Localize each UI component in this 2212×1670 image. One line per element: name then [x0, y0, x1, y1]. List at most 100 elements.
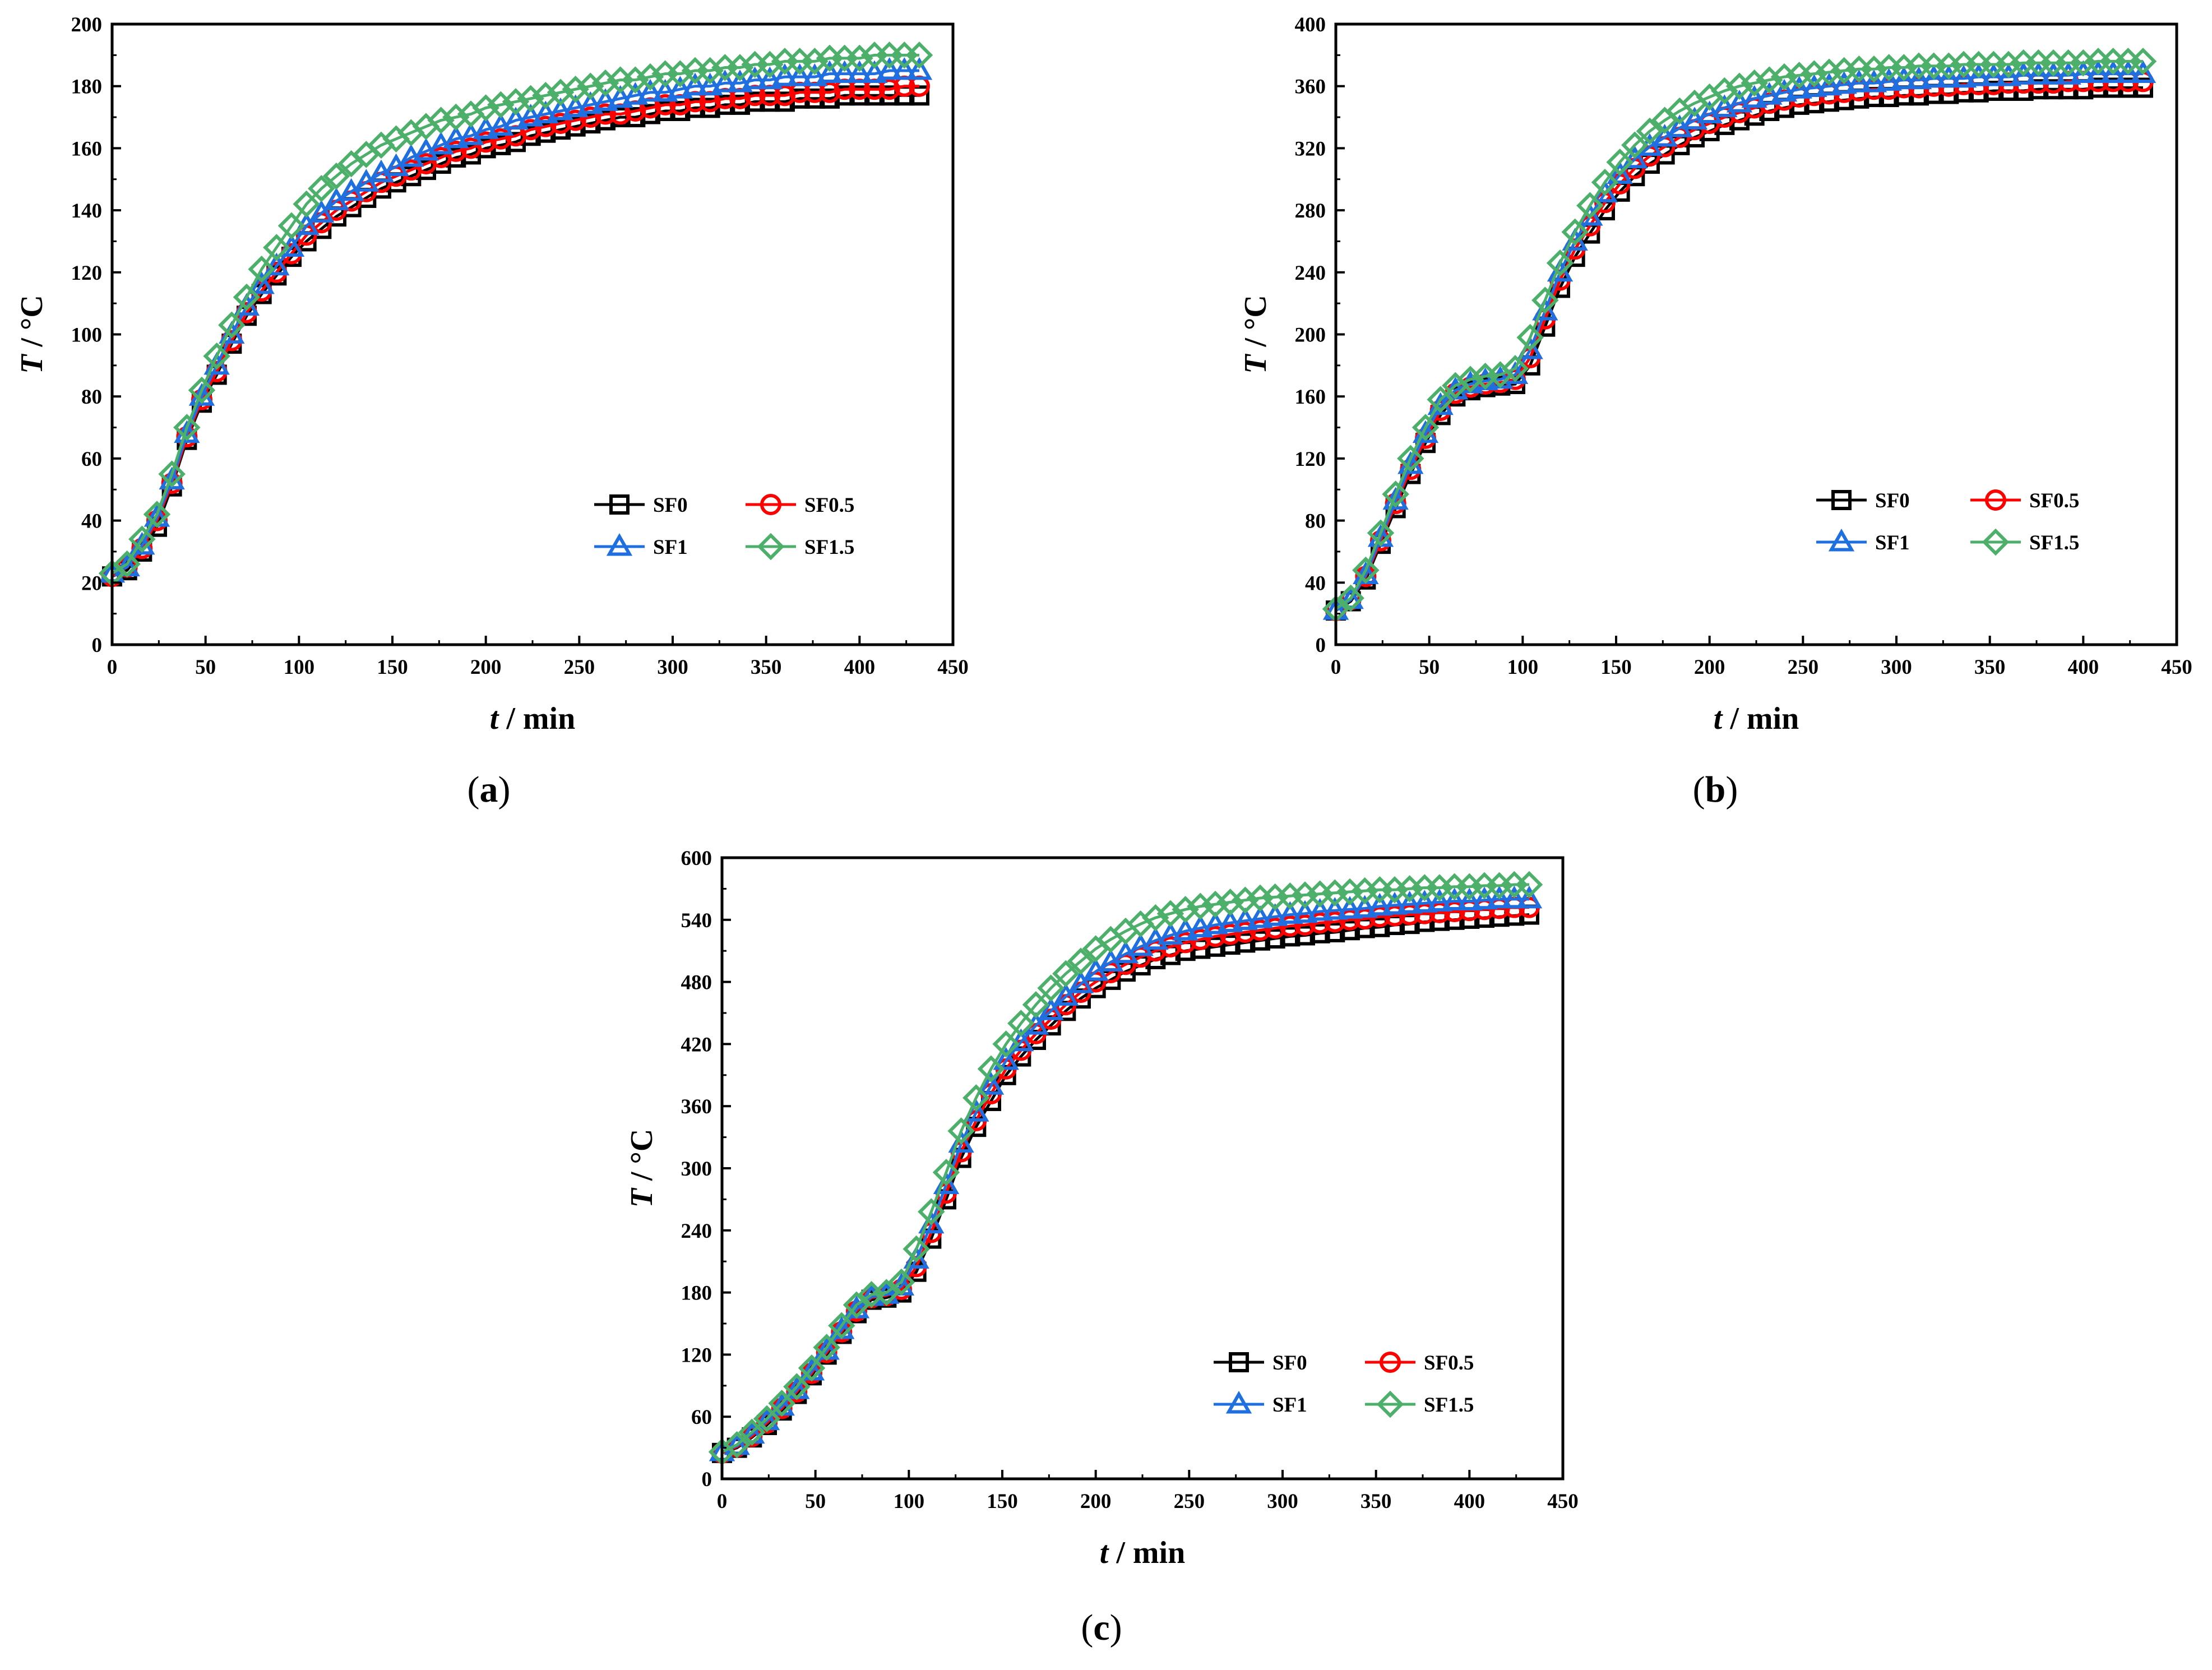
data-point-b-SF1-33: [1816, 72, 1843, 96]
data-point-a-SF0.5-33: [595, 103, 616, 125]
data-point-b-SF1.5-1: [1337, 584, 1364, 612]
legend-item-a-SF0: SF0: [594, 494, 688, 517]
data-point-a-SF1.5-36: [636, 63, 664, 91]
series-line-a-SF1.5: [111, 53, 919, 575]
series-line-c-SF1: [721, 898, 1529, 1454]
x-tick-label-a-0: 0: [107, 656, 118, 679]
data-point-a-SF0.5-48: [819, 81, 840, 103]
data-point-c-SF1.5-15: [932, 1159, 960, 1186]
y-tick-label-b-6: 240: [1295, 262, 1326, 285]
data-point-c-SF1-39: [1292, 900, 1318, 923]
data-point-a-SF1-31: [562, 94, 589, 117]
y-tick-label-b-3: 120: [1295, 448, 1326, 471]
data-point-c-SF1.5-6: [798, 1354, 826, 1382]
legend-item-b-SF0.5: SF0.5: [1970, 489, 2079, 512]
y-tick-label-a-0: 0: [92, 634, 103, 657]
caption-letter-c: c: [1093, 1607, 1109, 1648]
data-point-a-SF1.5-6: [188, 376, 216, 404]
data-point-c-SF1.5-24: [1067, 947, 1095, 975]
data-point-c-SF0.5-38: [1279, 915, 1301, 937]
legend-marker-c-SF1.5: [1376, 1390, 1404, 1418]
data-point-a-SF1.5-30: [547, 78, 575, 107]
y-tick-label-c-0: 0: [702, 1468, 712, 1491]
data-point-c-SF1-53: [1501, 885, 1528, 909]
x-axis-unit-a: / min: [498, 701, 575, 736]
legend-label-b-SF1.5: SF1.5: [2029, 531, 2079, 554]
y-tick-label-b-0: 0: [1316, 634, 1326, 657]
data-point-c-SF1.5-54: [1515, 871, 1543, 899]
y-tick-label-c-5: 300: [681, 1158, 712, 1181]
data-point-b-SF1.5-20: [1621, 131, 1649, 159]
data-point-b-SF1-31: [1786, 76, 1812, 99]
data-point-c-SF1-45: [1381, 891, 1408, 915]
x-axis-label-a: t / min: [490, 701, 575, 736]
x-axis-symbol-c: t: [1100, 1535, 1109, 1570]
data-point-a-SF0.5-30: [550, 113, 571, 135]
series-line-b-SF0: [1335, 86, 2143, 612]
data-point-c-SF1-43: [1352, 895, 1378, 918]
data-point-b-SF1-38: [1891, 66, 1917, 90]
panel-caption-a: (a): [468, 769, 511, 810]
data-point-c-SF1.5-14: [918, 1198, 945, 1225]
legend-item-c-SF0: SF0: [1214, 1352, 1307, 1375]
chart-panel-a: 0 50 100 150 200 250 300 350 400 450 0 20 40 60 80 100 1…: [15, 13, 969, 810]
data-point-a-SF1.5-50: [846, 44, 873, 72]
y-axis-symbol-a: T: [15, 353, 49, 374]
x-tick-label-b-6: 300: [1881, 656, 1912, 679]
x-tick-label-b-4: 200: [1694, 656, 1725, 679]
y-tick-label-c-6: 360: [681, 1095, 712, 1118]
data-point-a-SF0.5-37: [654, 94, 676, 115]
panel-caption-c: (c): [1081, 1607, 1122, 1648]
y-axis-label-b: T / °C: [1238, 295, 1273, 374]
data-point-a-SF1-53: [891, 57, 918, 80]
data-point-a-SF1-45: [771, 63, 798, 86]
plot-area-b: [1322, 48, 2157, 623]
data-point-a-SF0.5-31: [564, 109, 586, 131]
data-point-b-SF1-41: [1936, 64, 1962, 88]
data-point-a-SF1-14: [308, 200, 335, 223]
data-point-a-SF1.5-11: [263, 234, 290, 261]
y-axis-symbol-c: T: [624, 1187, 659, 1208]
x-tick-label-c-3: 150: [987, 1490, 1018, 1513]
data-point-c-SF1.5-8: [828, 1312, 855, 1339]
x-tick-label-c-5: 250: [1174, 1490, 1205, 1513]
data-point-b-SF1-39: [1905, 66, 1932, 90]
data-point-b-SF1-27: [1726, 90, 1753, 113]
data-point-c-SF1-30: [1157, 922, 1184, 945]
y-axis-symbol-b: T: [1238, 353, 1273, 374]
data-point-c-SF1-32: [1187, 914, 1214, 938]
data-point-b-SF1.5-28: [1741, 69, 1768, 97]
x-tick-label-a-4: 200: [470, 656, 502, 679]
data-point-c-SF1-52: [1486, 885, 1512, 909]
data-point-c-SF1-33: [1202, 911, 1229, 935]
data-point-a-SF1-39: [682, 72, 709, 96]
data-point-a-SF0.5-29: [535, 115, 557, 137]
y-tick-label-a-4: 80: [81, 386, 102, 409]
data-point-b-SF1-26: [1711, 94, 1738, 117]
data-point-a-SF0.5-45: [774, 85, 795, 107]
y-axis-label-a: T / °C: [15, 295, 49, 374]
y-tick-label-b-1: 40: [1305, 572, 1326, 595]
data-point-b-SF1.5-16: [1561, 218, 1589, 246]
data-point-a-SF1.5-13: [293, 190, 320, 218]
data-point-b-SF1-43: [1965, 63, 1992, 86]
legend-label-c-SF0.5: SF0.5: [1424, 1352, 1474, 1375]
data-point-a-SF1.5-2: [128, 525, 156, 553]
legend-marker-a-SF0.5: [760, 494, 781, 515]
data-point-a-SF0.5-28: [520, 119, 542, 141]
x-tick-label-a-3: 150: [377, 656, 408, 679]
legend-item-b-SF0: SF0: [1816, 489, 1910, 512]
x-tick-label-a-7: 350: [751, 656, 782, 679]
data-point-a-SF1-43: [742, 66, 768, 90]
series-b-SF0.5: [1325, 71, 2154, 622]
x-tick-label-a-8: 400: [844, 656, 876, 679]
data-point-c-SF0.5-45: [1384, 905, 1405, 927]
legend-item-a-SF0.5: SF0.5: [746, 494, 854, 517]
legend-label-b-SF0: SF0: [1875, 489, 1910, 512]
x-axis-symbol-a: t: [490, 701, 499, 736]
data-point-a-SF1.5-10: [248, 256, 275, 283]
chart-panel-b: 0 50 100 150 200 250 300 350 400 450 0 40 80 120 160 20…: [1238, 13, 2192, 810]
y-tick-label-b-9: 360: [1295, 76, 1326, 99]
data-point-b-SF1-35: [1846, 70, 1872, 92]
data-point-a-SF1-52: [876, 57, 903, 80]
